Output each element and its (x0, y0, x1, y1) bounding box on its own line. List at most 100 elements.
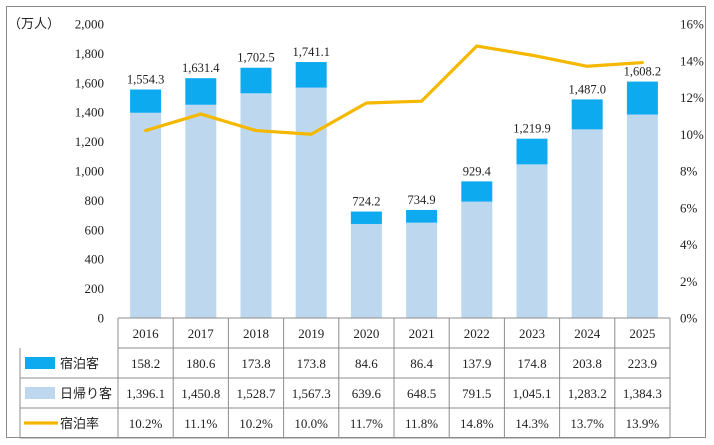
y-right-tick-label: 6% (680, 200, 698, 215)
category-label: 2018 (243, 326, 269, 341)
stay-rate-point (364, 101, 368, 105)
legend-series-name: 宿泊率 (60, 416, 99, 431)
y-left-tick-label: 400 (85, 252, 105, 267)
y-left-tick-label: 1,600 (75, 75, 104, 90)
legend-series-name: 宿泊客 (60, 356, 99, 371)
table-value-cell: 1,396.1 (126, 386, 165, 401)
table-value-cell: 11.8% (405, 416, 438, 431)
category-label: 2020 (353, 326, 379, 341)
y-right-tick-label: 8% (680, 164, 698, 179)
bar-overnight (350, 211, 382, 224)
table-value-cell: 1,528.7 (237, 386, 277, 401)
bar-day-trip (516, 164, 548, 318)
y-left-tick-label: 0 (98, 311, 105, 326)
table-value-cell: 1,384.3 (623, 386, 662, 401)
table-value-cell: 14.3% (515, 416, 549, 431)
stay-rate-series (145, 44, 643, 136)
y-left-tick-label: 600 (85, 222, 105, 237)
table-value-cell: 174.8 (517, 356, 546, 371)
table-value-cell: 11.7% (350, 416, 383, 431)
table-value-cell: 1,045.1 (513, 386, 552, 401)
stay-rate-point (585, 64, 589, 68)
y-left-tick-label: 1,400 (75, 105, 104, 120)
bar-overnight (461, 181, 493, 202)
bar-overnight (571, 99, 603, 130)
bar-overnight (626, 81, 658, 115)
table-value-cell: 137.9 (462, 356, 491, 371)
table-value-cell: 1,567.3 (292, 386, 331, 401)
stay-rate-point (309, 132, 313, 136)
stay-rate-point (475, 44, 479, 48)
stay-rate-point (420, 99, 424, 103)
table-value-cell: 84.6 (355, 356, 378, 371)
table-value-cell: 223.9 (628, 356, 657, 371)
y-left-tick-label: 1,000 (75, 164, 104, 179)
table-value-cell: 648.5 (407, 386, 436, 401)
total-label: 1,487.0 (568, 82, 606, 96)
stay-rate-point (199, 112, 203, 116)
category-label: 2017 (188, 326, 215, 341)
bar-day-trip (571, 129, 603, 318)
table-value-cell: 203.8 (573, 356, 602, 371)
total-label: 1,741.1 (292, 45, 330, 59)
category-label: 2022 (464, 326, 490, 341)
total-label: 724.2 (352, 195, 380, 209)
table-value-cell: 639.6 (352, 386, 382, 401)
total-label: 1,219.9 (513, 122, 551, 136)
y-left-tick-label: 2,000 (75, 17, 104, 32)
legend-key-box (25, 357, 55, 369)
table-value-cell: 14.8% (460, 416, 494, 431)
category-label: 2024 (574, 326, 601, 341)
category-label: 2023 (519, 326, 545, 341)
total-label: 1,702.5 (237, 51, 275, 65)
category-label: 2021 (409, 326, 435, 341)
axes: （万人） 0 200 400 600 800 1,000 1,200 1,400 1,600 1,8… (8, 16, 704, 326)
bar-overnight (185, 78, 217, 105)
stay-rate-point (144, 129, 148, 133)
total-label: 929.4 (463, 164, 492, 178)
bar-day-trip (406, 222, 438, 318)
stay-rate-point (530, 53, 534, 57)
legend-key-box (25, 387, 55, 399)
bar-overnight (130, 89, 162, 113)
total-label: 1,554.3 (127, 73, 165, 87)
y-right-tick-label: 2% (680, 274, 698, 289)
y-unit-label: （万人） (8, 16, 60, 31)
y-right-tick-label: 0% (680, 311, 698, 326)
bar-day-trip (185, 104, 217, 319)
table-value-cell: 1,450.8 (181, 386, 220, 401)
table-value-cell: 180.6 (186, 356, 216, 371)
y-left-tick-label: 1,800 (75, 46, 104, 61)
y-right-tick-label: 10% (680, 127, 704, 142)
y-left-tick-label: 1,200 (75, 134, 104, 149)
data-labels: 1,554.3 1,631.4 1,702.5 1,741.1 724.2 734.9 92… (127, 45, 661, 208)
category-label: 2025 (629, 326, 655, 341)
table-value-cell: 10.0% (294, 416, 328, 431)
stay-rate-point (254, 129, 258, 133)
legend-series-name: 日帰り客 (60, 386, 112, 401)
bar-overnight (240, 67, 272, 94)
bar-day-trip (626, 114, 658, 318)
category-label: 2019 (298, 326, 324, 341)
stay-rate-line (144, 44, 644, 136)
y-right-tick-label: 4% (680, 237, 698, 252)
bar-overnight (295, 62, 327, 88)
bar-overnight (406, 209, 438, 223)
table-value-cell: 13.7% (570, 416, 604, 431)
table-value-cell: 13.9% (626, 416, 660, 431)
table-value-cell: 11.1% (184, 416, 217, 431)
bar-day-trip (461, 201, 493, 318)
bar-day-trip (130, 112, 162, 318)
y-right-tick-label: 14% (680, 53, 704, 68)
y-right-tick-label: 12% (680, 90, 704, 105)
table-value-cell: 158.2 (131, 356, 160, 371)
total-label: 1,631.4 (182, 61, 220, 75)
table-value-cell: 86.4 (410, 356, 433, 371)
y-left-tick-label: 800 (85, 193, 105, 208)
table-value-cell: 173.8 (297, 356, 326, 371)
table-value-cell: 10.2% (129, 416, 163, 431)
data-table: 2016 2017 2018 2019 2020 2021 2022 2023 2024 2025… (19, 317, 671, 439)
bar-overnight (516, 138, 548, 165)
table-value-cell: 10.2% (239, 416, 273, 431)
